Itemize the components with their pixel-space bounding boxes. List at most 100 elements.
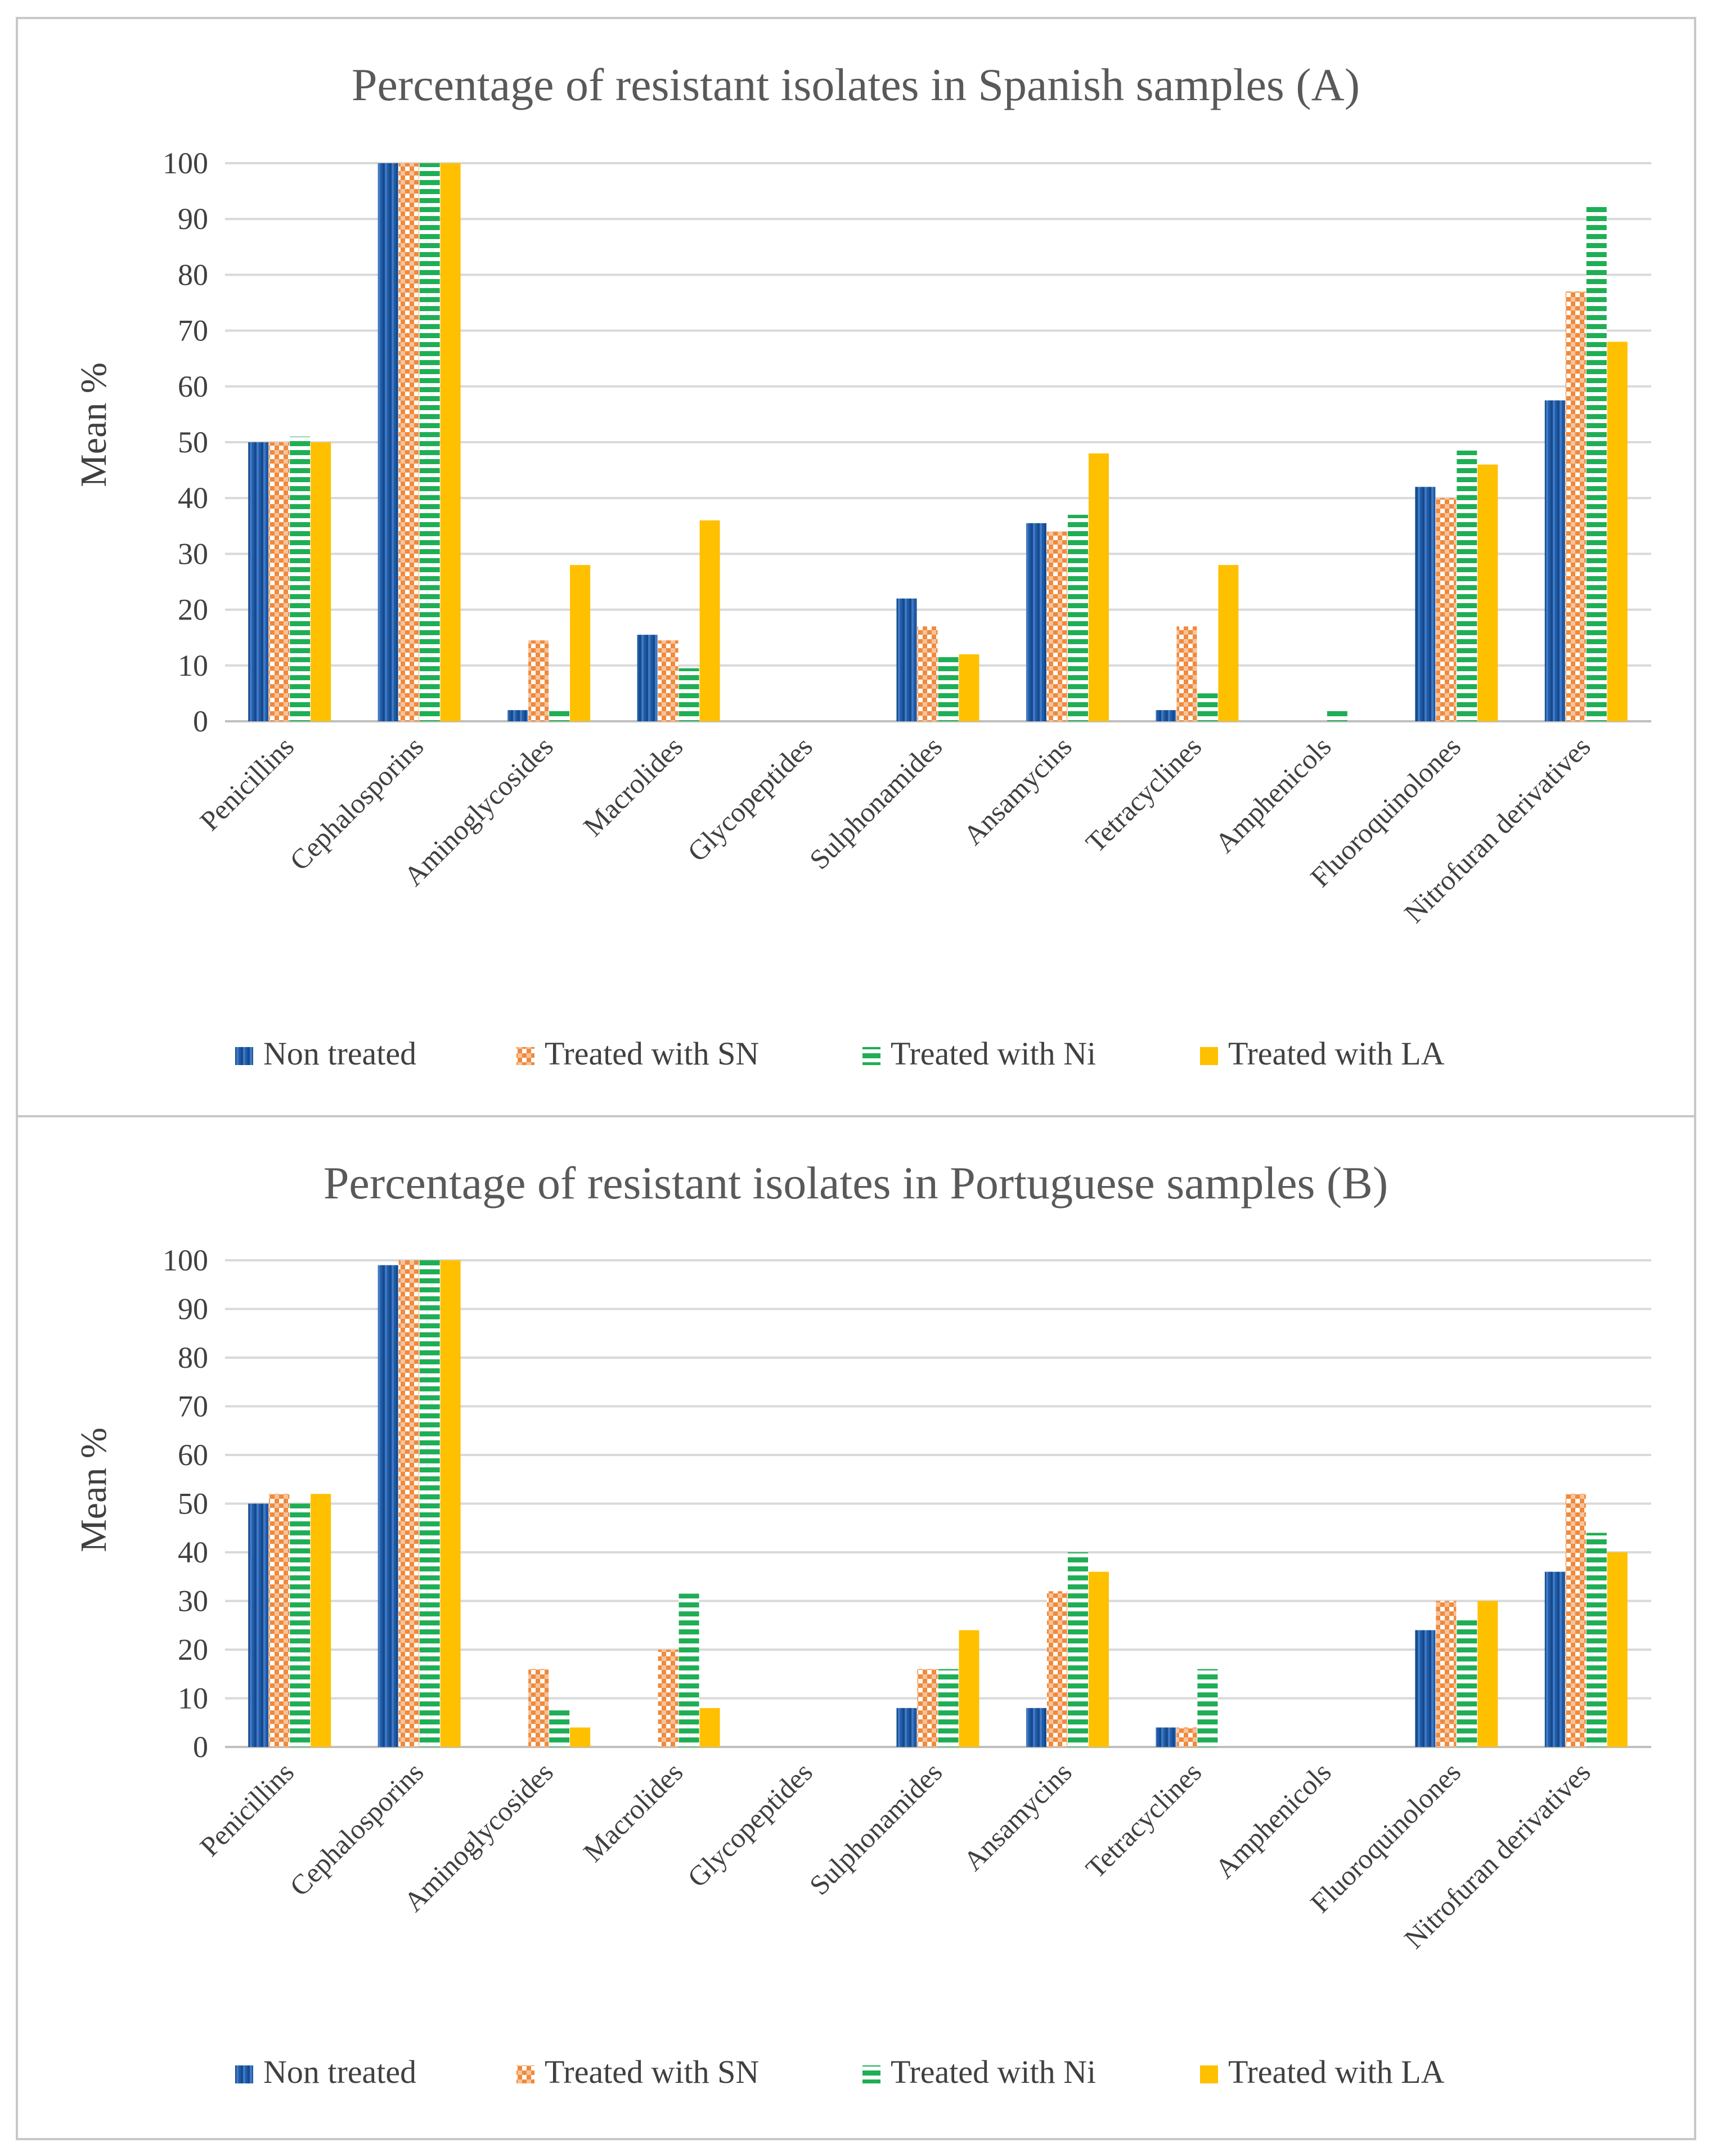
legend-label-treated-ni: Treated with Ni [891,1035,1096,1072]
bar-treated-with-la-tetracyclines [1218,565,1239,721]
gridlines [225,1259,1651,1748]
y-tick-label: 10 [178,1682,208,1715]
legend: Non treated Treated with SN Treated with… [235,1035,1445,1072]
bars [248,163,1628,721]
bars [248,1260,1628,1747]
y-tick-label: 50 [178,1487,208,1521]
bar-treated-with-sn-penicillins [269,442,290,721]
bar-treated-with-sn-penicillins [269,1494,290,1747]
bar-treated-with-sn-nitrofuran-derivatives [1565,1494,1586,1747]
bar-treated-with-ni-nitrofuran-derivatives [1586,205,1607,721]
legend-label-non-treated: Non treated [263,2054,416,2090]
bar-treated-with-la-penicillins [311,1494,331,1747]
bar-treated-with-la-aminoglycosides [570,565,591,721]
bar-treated-with-ni-nitrofuran-derivatives [1586,1533,1607,1747]
y-tick-label: 50 [178,425,208,459]
bar-non-treated-sulphonamides [896,598,917,721]
bar-treated-with-la-ansamycins [1088,1571,1109,1747]
legend-label-treated-ni: Treated with Ni [891,2054,1096,2090]
bar-treated-with-ni-ansamycins [1067,514,1088,721]
y-tick-label: 40 [178,1535,208,1569]
y-axis-label: Mean % [73,362,114,487]
bar-treated-with-sn-sulphonamides [917,626,938,721]
legend-label-treated-sn: Treated with SN [545,1035,759,1072]
bar-treated-with-sn-aminoglycosides [528,1669,549,1747]
bar-treated-with-la-cephalosporins [440,1260,461,1747]
bar-treated-with-ni-amphenicols [1327,707,1347,721]
bar-treated-with-sn-cephalosporins [398,1260,419,1747]
bar-treated-with-la-sulphonamides [959,1630,979,1747]
y-tick-label: 30 [178,1584,208,1618]
bar-non-treated-nitrofuran-derivatives [1544,400,1565,721]
legend-swatch-treated-ni [862,1047,880,1065]
bar-treated-with-ni-fluoroquinolones [1457,1618,1477,1747]
y-axis-label: Mean % [73,1427,114,1552]
y-tick-label: 0 [193,1730,208,1764]
bar-treated-with-sn-macrolides [658,1650,678,1747]
bar-treated-with-ni-cephalosporins [419,163,440,721]
chart-title: Percentage of resistant isolates in Span… [352,59,1360,110]
y-tick-label: 100 [163,146,208,180]
bar-non-treated-cephalosporins [378,163,398,721]
y-tick-label: 20 [178,1633,208,1667]
bar-treated-with-ni-ansamycins [1067,1552,1088,1747]
bar-non-treated-macrolides [637,635,658,721]
y-tick-labels: 0 10 20 30 40 50 60 70 80 90 100 [163,146,208,738]
bar-treated-with-sn-fluoroquinolones [1436,498,1457,721]
legend-label-treated-sn: Treated with SN [545,2054,759,2090]
bar-non-treated-cephalosporins [378,1265,398,1747]
y-tick-label: 70 [178,1390,208,1423]
bar-treated-with-sn-sulphonamides [917,1669,938,1747]
legend-swatch-treated-la [1200,2065,1218,2083]
y-tick-label: 60 [178,1438,208,1472]
bar-treated-with-la-aminoglycosides [570,1727,591,1747]
bar-non-treated-penicillins [248,1503,269,1747]
bar-non-treated-tetracyclines [1156,710,1176,721]
y-tick-labels: 0 10 20 30 40 50 60 70 80 90 100 [163,1243,208,1764]
legend-swatch-treated-ni [862,2065,880,2083]
bar-non-treated-fluoroquinolones [1415,487,1436,721]
bar-treated-with-sn-aminoglycosides [528,640,549,721]
bar-treated-with-la-macrolides [699,1708,720,1747]
bar-treated-with-ni-cephalosporins [419,1260,440,1747]
bar-non-treated-penicillins [248,442,269,721]
bar-treated-with-la-nitrofuran-derivatives [1607,1552,1628,1747]
bar-treated-with-ni-tetracyclines [1197,1669,1218,1747]
legend-swatch-non-treated [235,2065,253,2083]
bar-treated-with-la-fluoroquinolones [1477,1601,1498,1747]
chart-panel-spanish: Percentage of resistant isolates in Span… [16,17,1696,1117]
bar-treated-with-sn-ansamycins [1046,1591,1067,1747]
gridlines [225,162,1651,722]
y-tick-label: 70 [178,314,208,348]
y-tick-label: 20 [178,593,208,627]
bar-treated-with-sn-nitrofuran-derivatives [1565,291,1586,721]
bar-treated-with-la-penicillins [311,442,331,721]
bar-non-treated-ansamycins [1026,1708,1046,1747]
bar-non-treated-tetracyclines [1156,1727,1176,1747]
bar-treated-with-ni-macrolides [678,1593,699,1747]
chart-panel-portuguese: Percentage of resistant isolates in Port… [16,1115,1696,2140]
bar-treated-with-sn-fluoroquinolones [1436,1601,1457,1747]
bar-non-treated-sulphonamides [896,1708,917,1747]
bar-non-treated-nitrofuran-derivatives [1544,1571,1565,1747]
bar-treated-with-ni-penicillins [290,437,311,721]
y-tick-label: 100 [163,1243,208,1277]
bar-treated-with-ni-aminoglycosides [549,707,570,721]
bar-treated-with-sn-tetracyclines [1176,626,1197,721]
legend: Non treated Treated with SN Treated with… [235,2054,1445,2090]
bar-treated-with-la-macrolides [699,520,720,721]
bar-treated-with-ni-sulphonamides [938,654,959,721]
legend-label-treated-la: Treated with LA [1228,2054,1445,2090]
y-tick-label: 90 [178,202,208,236]
bar-treated-with-ni-aminoglycosides [549,1708,570,1747]
bar-treated-with-la-sulphonamides [959,654,979,721]
legend-swatch-treated-sn [516,1047,534,1065]
bar-treated-with-ni-macrolides [678,668,699,721]
bar-treated-with-ni-penicillins [290,1503,311,1747]
legend-label-non-treated: Non treated [263,1035,416,1072]
bar-treated-with-la-ansamycins [1088,453,1109,721]
y-tick-label: 60 [178,370,208,403]
bar-treated-with-ni-fluoroquinolones [1457,450,1477,721]
bar-treated-with-ni-tetracyclines [1197,693,1218,721]
